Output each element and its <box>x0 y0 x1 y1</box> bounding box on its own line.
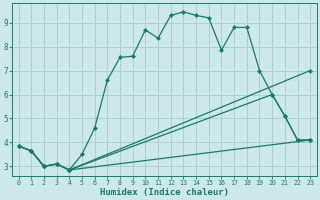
X-axis label: Humidex (Indice chaleur): Humidex (Indice chaleur) <box>100 188 229 197</box>
